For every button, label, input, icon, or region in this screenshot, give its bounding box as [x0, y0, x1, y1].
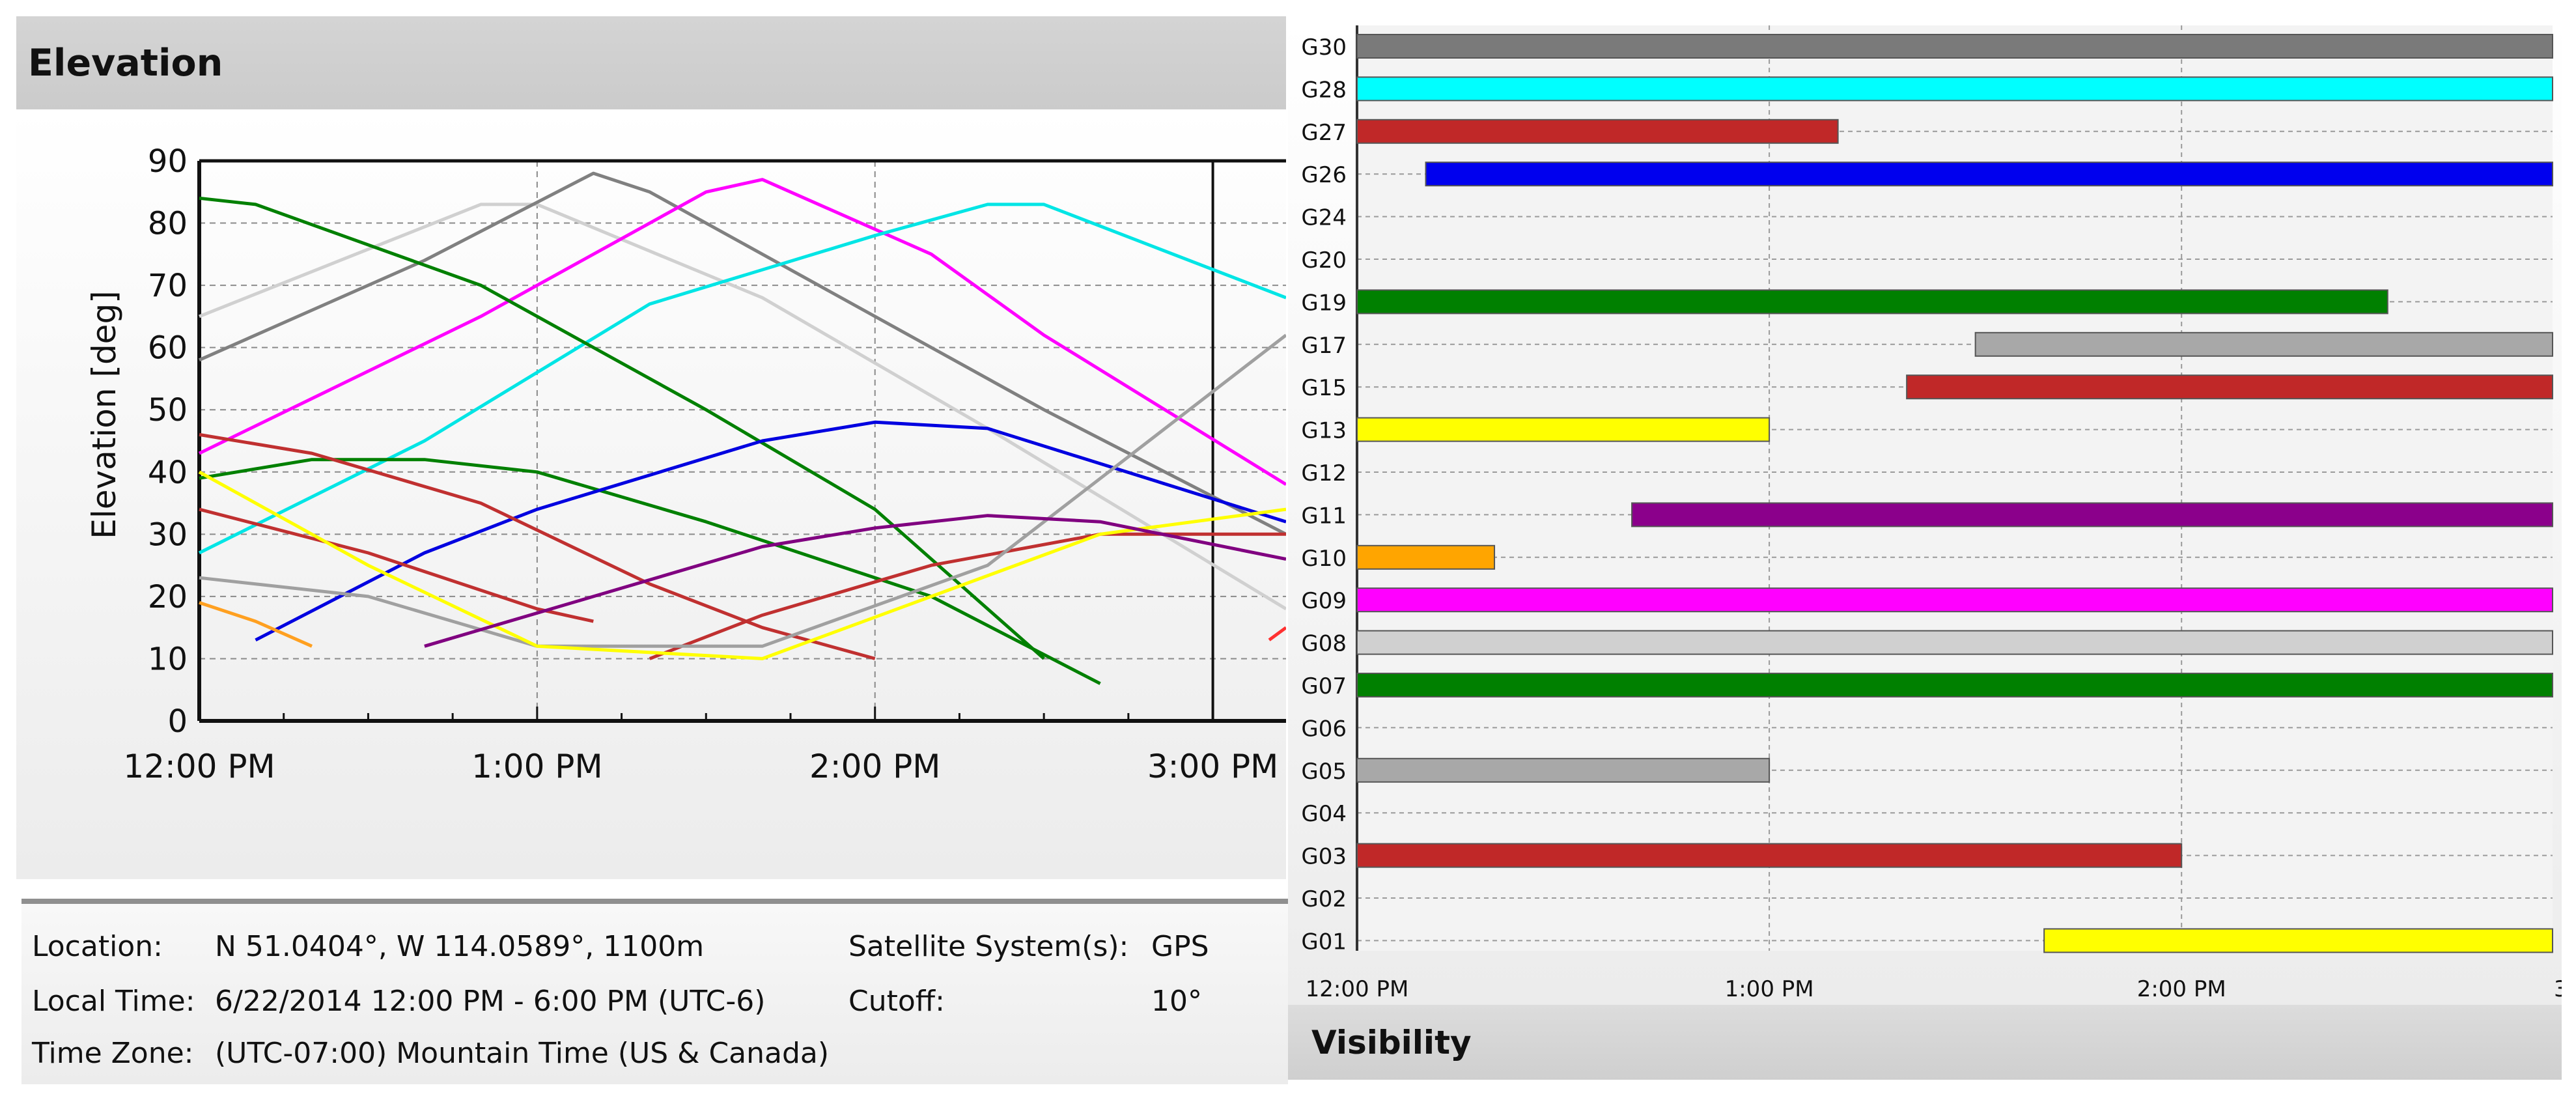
- satellite-label: G19: [1301, 290, 1347, 316]
- satellite-label: G30: [1301, 35, 1347, 61]
- x-tick-label: 3: [2554, 976, 2562, 1002]
- satellite-label: G12: [1301, 460, 1347, 486]
- cutoff-value: 10°: [1151, 985, 1202, 1018]
- visibility-bar: [1906, 374, 2553, 400]
- satellite-label: G24: [1301, 205, 1347, 231]
- satellite-label: G13: [1301, 418, 1347, 444]
- satellite-label: G02: [1301, 886, 1347, 912]
- x-tick-label: 12:00 PM: [1306, 976, 1409, 1002]
- y-tick-label: 10: [148, 641, 188, 677]
- satellite-system-label: Satellite System(s):: [848, 930, 1129, 963]
- satellite-label: G09: [1301, 588, 1347, 614]
- satellite-system-value: GPS: [1151, 930, 1209, 963]
- y-tick-label: 50: [148, 392, 188, 429]
- visibility-bar: [1356, 673, 2553, 697]
- elevation-series-line: [198, 470, 1286, 660]
- location-value: N 51.0404°, W 114.0589°, 1100m: [215, 930, 705, 963]
- time-zone-value: (UTC-07:00) Mountain Time (US & Canada): [215, 1037, 830, 1070]
- visibility-bar: [1356, 587, 2553, 613]
- satellite-label: G01: [1301, 929, 1347, 955]
- y-tick-label: 70: [148, 268, 188, 304]
- satellite-label: G15: [1301, 375, 1347, 401]
- elevation-series-line: [199, 507, 594, 623]
- visibility-bar: [1356, 544, 1496, 570]
- elevation-series-line: [198, 171, 1286, 536]
- elevation-series-line: [424, 514, 1286, 648]
- y-tick-label: 20: [148, 579, 188, 615]
- y-axis-label: Elevation [deg]: [85, 290, 123, 539]
- x-tick-label: 1:00 PM: [471, 748, 602, 785]
- visibility-bar: [1356, 417, 1771, 442]
- info-panel: Location: N 51.0404°, W 114.0589°, 1100m…: [21, 899, 1288, 1084]
- elevation-series-line: [198, 203, 1286, 555]
- x-tick-label: 2:00 PM: [2137, 976, 2226, 1002]
- y-tick-label: 40: [148, 455, 188, 491]
- y-tick-label: 30: [148, 516, 188, 553]
- visibility-bar: [1425, 162, 2554, 187]
- x-tick-label: 2:00 PM: [809, 748, 940, 785]
- elevation-series-line: [199, 432, 876, 660]
- satellite-label: G08: [1301, 631, 1347, 657]
- visibility-bar: [1356, 843, 2183, 868]
- satellite-label: G04: [1301, 801, 1347, 827]
- elevation-series-line: [199, 458, 1101, 685]
- visibility-bar: [1631, 502, 2553, 527]
- satellite-label: G17: [1301, 333, 1347, 359]
- elevation-series-line: [199, 333, 1286, 648]
- satellite-label: G03: [1301, 844, 1347, 870]
- elevation-series-line: [255, 420, 1286, 642]
- elevation-series-line: [1268, 626, 1286, 641]
- cutoff-label: Cutoff:: [848, 985, 945, 1018]
- visibility-bar: [1356, 119, 1839, 144]
- elevation-series-line: [199, 203, 1286, 611]
- y-tick-label: 90: [148, 143, 188, 180]
- visibility-panel-title: Visibility: [1288, 1005, 2562, 1080]
- satellite-label: G27: [1301, 120, 1347, 146]
- satellite-label: G20: [1301, 247, 1347, 274]
- satellite-label: G28: [1301, 77, 1347, 103]
- visibility-bar: [1974, 331, 2553, 357]
- x-tick-label: 3:00 PM: [1147, 748, 1278, 785]
- elevation-chart-area: 0 10 20 30 40 50 60 70 80 90 12:00 PM 1:00 PM 2:00 P…: [16, 109, 1286, 879]
- visibility-bar: [1356, 34, 2553, 59]
- visibility-bar: [1356, 757, 1771, 783]
- satellite-label: G07: [1301, 673, 1347, 699]
- y-tick-label: 60: [148, 330, 188, 367]
- x-tick-label: 12:00 PM: [123, 748, 275, 785]
- satellite-label: G11: [1301, 503, 1347, 529]
- visibility-bar: [2043, 928, 2553, 953]
- elevation-chart: 0 10 20 30 40 50 60 70 80 90 12:00 PM 1:00 PM 2:00 P…: [85, 143, 1286, 785]
- visibility-chart-area: G30 G28 G27 G26 G24 G20 G19 G17 G15 G13 G12 G11 G10 G…: [1288, 16, 2562, 1005]
- satellite-label: G26: [1301, 162, 1347, 188]
- visibility-bar: [1356, 289, 2388, 315]
- elevation-series-line: [199, 601, 313, 648]
- visibility-chart: G30 G28 G27 G26 G24 G20 G19 G17 G15 G13 G12 G11 G10 G…: [1301, 25, 2562, 1002]
- location-label: Location:: [32, 930, 163, 963]
- y-tick-label: 80: [148, 206, 188, 242]
- satellite-label: G05: [1301, 759, 1347, 785]
- time-zone-label: Time Zone:: [32, 1037, 194, 1070]
- x-tick-label: 1:00 PM: [1725, 976, 1814, 1002]
- visibility-bar: [1356, 76, 2553, 102]
- y-tick-label: 0: [167, 703, 188, 740]
- visibility-bar: [1356, 630, 2553, 655]
- local-time-label: Local Time:: [32, 985, 195, 1018]
- elevation-series-line: [198, 178, 1286, 486]
- elevation-series-line: [199, 196, 1045, 660]
- elevation-panel-title: Elevation: [16, 16, 1286, 109]
- satellite-label: G10: [1301, 546, 1347, 572]
- satellite-label: G06: [1301, 716, 1347, 742]
- local-time-value: 6/22/2014 12:00 PM - 6:00 PM (UTC-6): [215, 985, 766, 1018]
